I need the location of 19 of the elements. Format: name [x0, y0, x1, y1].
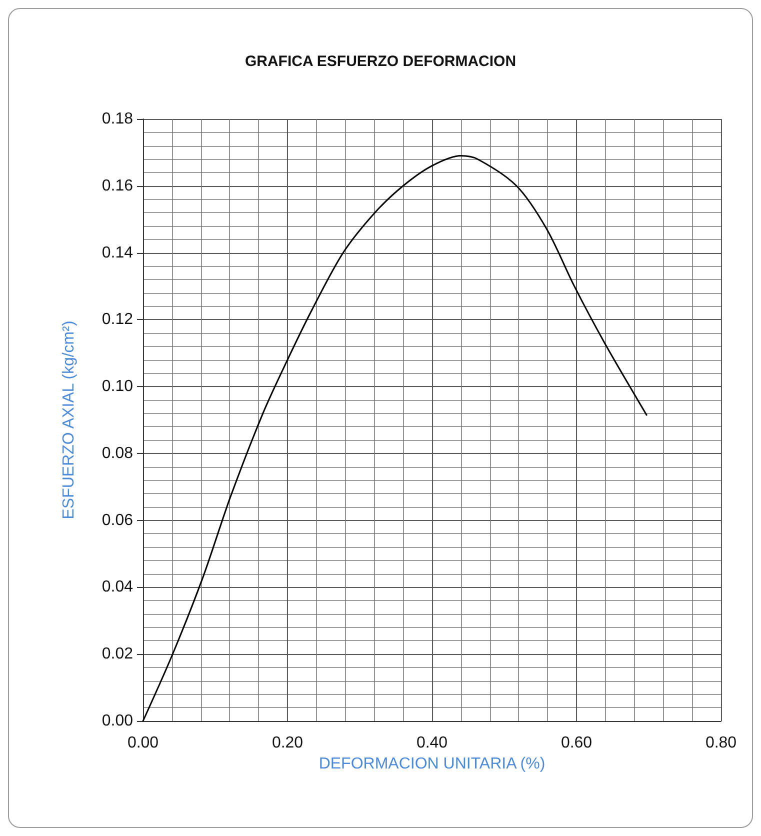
x-tick-label: 0.80 [705, 734, 737, 752]
x-tick-label: 0.40 [416, 734, 448, 752]
x-tick-label: 0.00 [127, 734, 159, 752]
y-tick-label: 0.16 [102, 177, 134, 194]
y-tick-label: 0.08 [102, 444, 134, 462]
y-axis-title: ESFUERZO AXIAL (kg/cm²) [60, 320, 78, 520]
y-tick-label: 0.04 [102, 578, 134, 596]
x-tick-label: 0.60 [560, 734, 592, 752]
y-tick-label: 0.10 [102, 378, 134, 396]
x-axis-title: DEFORMACION UNITARIA (%) [318, 755, 546, 772]
y-tick-label: 0.12 [102, 311, 134, 328]
y-tick-label: 0.18 [102, 110, 134, 128]
chart-title: GRAFICA ESFUERZO DEFORMACION [244, 53, 516, 70]
line-series [142, 155, 648, 722]
y-tick-label: 0.00 [102, 712, 134, 730]
y-tick-label: 0.14 [102, 244, 134, 262]
y-tick-label: 0.02 [102, 646, 134, 663]
y-tick-label: 0.06 [102, 512, 134, 529]
x-tick-label: 0.20 [272, 734, 304, 752]
